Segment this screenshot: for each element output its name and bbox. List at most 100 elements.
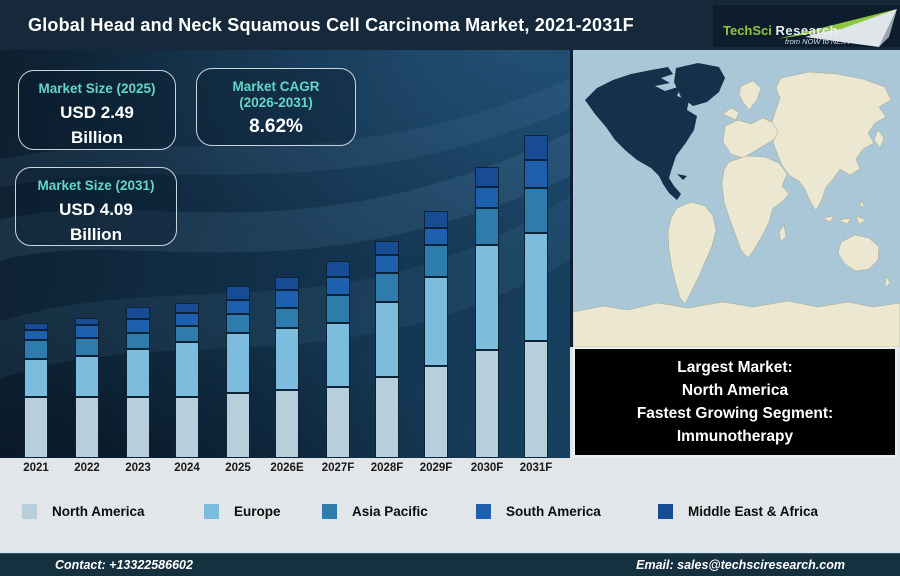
bar-2029f [424,211,448,458]
x-label-2031f: 2031F [519,462,553,474]
bar-2025 [226,286,250,458]
new-zealand-region [884,275,891,289]
bottom-strip: 2021 2022 2023 2024 2025 2026E 2027F 2028F 2029F… [0,458,900,553]
bar-segment-asia-pacific-2022 [75,338,99,356]
new-guinea-region [855,215,867,225]
legend-label-north-america: North America [52,504,145,519]
bar-segment-south-america-2025 [226,300,250,314]
legend-swatch-middle-east-africa [658,504,673,519]
bar-segment-south-america-2023 [126,319,150,333]
bar-segment-middle-east-africa-2025 [226,286,250,300]
bar-segment-middle-east-africa-2021 [24,323,48,330]
bar-2031f [524,135,548,458]
logo-tagline: from NOW to NEXT [785,37,851,46]
map-landmasses [572,71,900,348]
market-size-2025-value: USD 2.49 [60,103,134,122]
bar-2030f [475,167,499,458]
x-label-2025: 2025 [225,462,251,474]
bar-segment-europe-2028f [375,302,399,377]
x-label-2022: 2022 [74,462,100,474]
bar-segment-asia-pacific-2023 [126,333,150,349]
x-label-2030f: 2030F [470,462,504,474]
bar-segment-europe-2030f [475,245,499,350]
bar-segment-middle-east-africa-2023 [126,307,150,319]
bar-segment-south-america-2031f [524,160,548,188]
legend-label-europe: Europe [234,504,281,519]
legend-swatch-south-america [476,504,491,519]
bar-segment-north-america-2022 [75,397,99,458]
market-cagr-period: (2026-2031) [239,95,313,110]
caribbean-region [677,174,687,180]
techsci-research-logo: TechSci Research from NOW to NEXT [723,9,897,47]
market-size-2031-unit: Billion [70,225,122,244]
australia-region [837,234,880,272]
bar-2021 [24,323,48,458]
map-divider [570,50,573,347]
bar-segment-asia-pacific-2026e [275,308,299,328]
bar-segment-middle-east-africa-2028f [375,241,399,255]
contact-phone: Contact: +13322586602 [55,558,193,572]
bar-segment-north-america-2028f [375,377,399,458]
highlighted-region-group [585,63,725,200]
bar-segment-europe-2027f [326,323,350,387]
bar-segment-middle-east-africa-2030f [475,167,499,187]
scandinavia-region [738,80,762,111]
africa-region [721,155,790,259]
legend-swatch-europe [204,504,219,519]
legend-item-south-america: South America [476,504,601,519]
north-america-region [585,67,697,200]
contact-email: Email: sales@techsciresearch.com [636,558,845,572]
south-america-region [667,201,717,305]
madagascar-region [778,224,787,243]
legend-label-asia-pacific: Asia Pacific [352,504,428,519]
bar-chart: Market Size (2025) USD 2.49 Billion Mark… [0,50,570,458]
bar-segment-europe-2021 [24,359,48,397]
bar-segment-north-america-2027f [326,387,350,458]
bar-segment-north-america-2026e [275,390,299,458]
callout-fastest-segment-value: Immunotherapy [676,428,794,445]
bar-segment-north-america-2021 [24,397,48,458]
bar-segment-south-america-2021 [24,330,48,340]
logo-brand-primary: TechSci [723,23,772,38]
bar-segment-south-america-2022 [75,325,99,338]
bar-segment-north-america-2030f [475,350,499,458]
bar-segment-north-america-2025 [226,393,250,458]
bar-2028f [375,241,399,458]
callout-largest-market-label: Largest Market: [677,359,793,376]
x-label-2023: 2023 [125,462,151,474]
bar-segment-asia-pacific-2025 [226,314,250,333]
bar-2026e [275,277,299,458]
indonesia-region-2 [838,217,852,225]
page-title: Global Head and Neck Squamous Cell Carci… [28,14,634,35]
bar-segment-north-america-2029f [424,366,448,458]
bar-2027f [326,261,350,458]
legend-swatch-asia-pacific [322,504,337,519]
market-cagr-title: Market CAGR [232,79,320,94]
market-size-2031-value: USD 4.09 [59,200,133,219]
callout-largest-market-value: North America [681,382,789,399]
largest-market-callout: Largest Market: North America Fastest Gr… [573,347,897,457]
bar-segment-asia-pacific-2030f [475,208,499,245]
bar-segment-asia-pacific-2029f [424,245,448,277]
market-size-2025-box: Market Size (2025) USD 2.49 Billion [18,70,176,150]
bar-segment-north-america-2031f [524,341,548,458]
bar-segment-north-america-2023 [126,397,150,458]
asia-region [771,71,892,212]
footer-bar: Contact: +13322586602 Email: sales@techs… [0,553,900,576]
logo-container: TechSci Research from NOW to NEXT [713,5,900,47]
bar-segment-middle-east-africa-2027f [326,261,350,277]
header-bar: Global Head and Neck Squamous Cell Carci… [0,0,900,50]
logo-arrow-icon [777,9,897,47]
europe-region [722,117,782,159]
bar-segment-asia-pacific-2027f [326,295,350,323]
logo-wordmark: TechSci Research [723,23,838,38]
bar-segment-europe-2025 [226,333,250,393]
bar-segment-asia-pacific-2024 [175,326,199,342]
bar-segment-europe-2029f [424,277,448,366]
bar-segment-europe-2026e [275,328,299,390]
bar-segment-south-america-2024 [175,313,199,326]
bar-segment-middle-east-africa-2024 [175,303,199,313]
bar-2023 [126,307,150,458]
bar-segment-europe-2024 [175,342,199,397]
x-label-2026e: 2026E [270,462,304,474]
